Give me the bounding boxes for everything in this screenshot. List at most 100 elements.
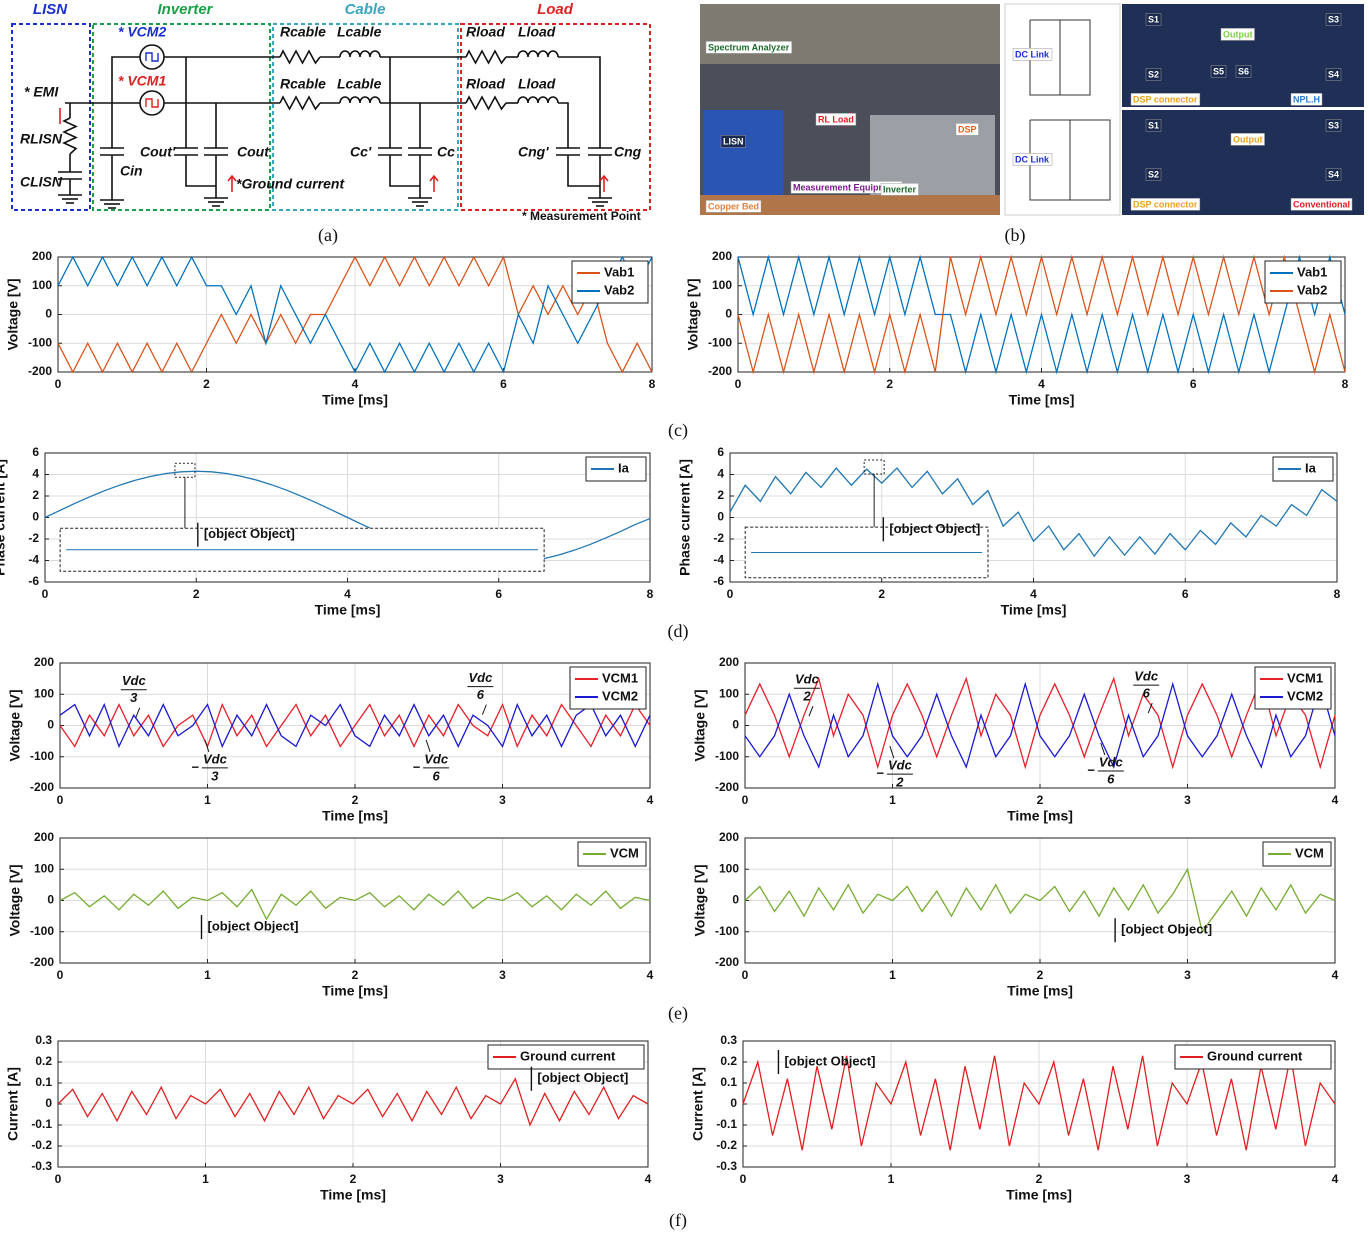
annotation-sign: − <box>412 759 420 774</box>
component-label: Cc' <box>350 144 372 160</box>
x-tick-label: 4 <box>647 793 654 807</box>
y-tick-label: 4 <box>717 467 724 481</box>
x-tick-label: 6 <box>1190 377 1197 391</box>
y-tick-label: 2 <box>717 488 724 502</box>
x-tick-label: 0 <box>742 968 749 982</box>
y-tick-label: 200 <box>719 655 739 669</box>
wire <box>186 155 216 186</box>
photo-label: Inverter <box>883 184 917 194</box>
annotation: [object Object] <box>889 521 980 536</box>
photo-label: S6 <box>1238 66 1249 76</box>
component-label: * VCM2 <box>118 24 166 40</box>
y-tick-label: 200 <box>34 830 54 844</box>
y-tick-label: 6 <box>717 445 724 459</box>
section-label: Cable <box>345 1 386 18</box>
x-tick-label: 2 <box>1037 968 1044 982</box>
y-tick-label: 0 <box>47 718 54 732</box>
panel-label: (d) <box>668 621 689 642</box>
chart: -200-100010020001234Time [ms]Voltage [V]… <box>7 655 654 824</box>
y-axis-label: Voltage [V] <box>5 278 21 350</box>
y-tick-label: 0 <box>45 307 52 321</box>
y-axis-label: Voltage [V] <box>692 689 708 761</box>
legend-label: VCM1 <box>602 670 638 685</box>
x-tick-label: 1 <box>204 793 211 807</box>
y-tick-label: 0 <box>47 893 54 907</box>
photo-label: Output <box>1233 134 1263 144</box>
annotation-denominator: 3 <box>211 768 219 783</box>
y-tick-label: 200 <box>32 249 52 263</box>
x-tick-label: 4 <box>1038 377 1045 391</box>
y-axis-label: Voltage [V] <box>692 864 708 936</box>
annotation: [object Object] <box>208 919 299 934</box>
photo-label: S1 <box>1148 120 1159 130</box>
resistor <box>466 97 506 109</box>
y-tick-label: -0.1 <box>716 1117 737 1131</box>
x-tick-label: 0 <box>42 587 49 601</box>
component-label: Rload <box>466 76 505 92</box>
source-wave <box>146 99 158 107</box>
wire <box>568 155 600 186</box>
section-label: Inverter <box>157 1 213 18</box>
y-tick-label: -0.3 <box>31 1159 52 1173</box>
component-label: Rload <box>466 24 505 40</box>
y-tick-label: -100 <box>30 924 54 938</box>
x-tick-label: 8 <box>647 587 654 601</box>
photo-label: S1 <box>1148 14 1159 24</box>
x-tick-label: 3 <box>1184 793 1191 807</box>
y-tick-label: -200 <box>715 780 739 794</box>
footnote: * Measurement Point <box>522 209 641 223</box>
photo-label: Output <box>1223 29 1253 39</box>
x-tick-label: 0 <box>727 587 734 601</box>
section-label: LISN <box>33 1 68 18</box>
x-tick-label: 4 <box>1332 968 1339 982</box>
chart: -200-100010020002468Time [ms]Voltage [V]… <box>5 249 656 408</box>
y-axis-label: Voltage [V] <box>7 689 23 761</box>
y-tick-label: 0.1 <box>35 1075 52 1089</box>
legend-label: Ground current <box>1207 1048 1303 1063</box>
y-tick-label: 0 <box>732 893 739 907</box>
component-label: Cc <box>437 144 455 160</box>
panel-label: (c) <box>668 420 688 441</box>
x-axis-label: Time [ms] <box>320 1187 386 1203</box>
x-tick-label: 8 <box>1342 377 1349 391</box>
annotation: [object Object] <box>1121 922 1212 937</box>
annotation: [object Object] <box>784 1053 875 1068</box>
annotation-numerator: Vdc <box>122 673 147 688</box>
y-tick-label: -0.2 <box>31 1138 52 1152</box>
x-tick-label: 2 <box>193 587 200 601</box>
x-tick-label: 3 <box>497 1172 504 1186</box>
component-label: * EMI <box>24 84 59 100</box>
x-axis-label: Time [ms] <box>322 983 388 999</box>
annotation-denominator: 6 <box>1107 771 1115 786</box>
y-tick-label: -200 <box>30 780 54 794</box>
panel-label: (a) <box>318 225 338 246</box>
component-label: Cng' <box>518 144 549 160</box>
y-tick-label: -2 <box>28 531 39 545</box>
chart: -6-4-2024602468Time [ms]Phase current [A… <box>0 445 654 618</box>
annotation-numerator: Vdc <box>1134 669 1159 684</box>
y-axis-label: Current [A] <box>690 1067 706 1141</box>
wire <box>390 155 420 186</box>
photo-label: LISN <box>723 136 744 146</box>
y-tick-label: 6 <box>32 445 39 459</box>
component-label: Cout' <box>140 144 176 160</box>
x-tick-label: 1 <box>889 968 896 982</box>
y-axis-label: Phase current [A] <box>677 459 693 576</box>
page: {"diagram": {"sections": ["LISN", "Inver… <box>0 0 1369 1234</box>
component-label: Lcable <box>337 24 382 40</box>
annotation-denominator: 2 <box>895 775 904 790</box>
y-axis-label: Voltage [V] <box>685 278 701 350</box>
photo-label: DSP <box>958 124 977 134</box>
x-tick-label: 1 <box>888 1172 895 1186</box>
y-tick-label: 100 <box>719 686 739 700</box>
x-tick-label: 2 <box>886 377 893 391</box>
inductor <box>340 97 380 103</box>
y-tick-label: 0 <box>32 510 39 524</box>
component-label: RLISN <box>20 131 63 147</box>
legend-label: VCM2 <box>1287 688 1323 703</box>
photo-label: S3 <box>1328 120 1339 130</box>
x-axis-label: Time [ms] <box>1007 808 1073 824</box>
annotation-denominator: 6 <box>1143 686 1151 701</box>
annotation-numerator: Vdc <box>1099 754 1124 769</box>
photo-label: Spectrum Analyzer <box>708 42 790 52</box>
